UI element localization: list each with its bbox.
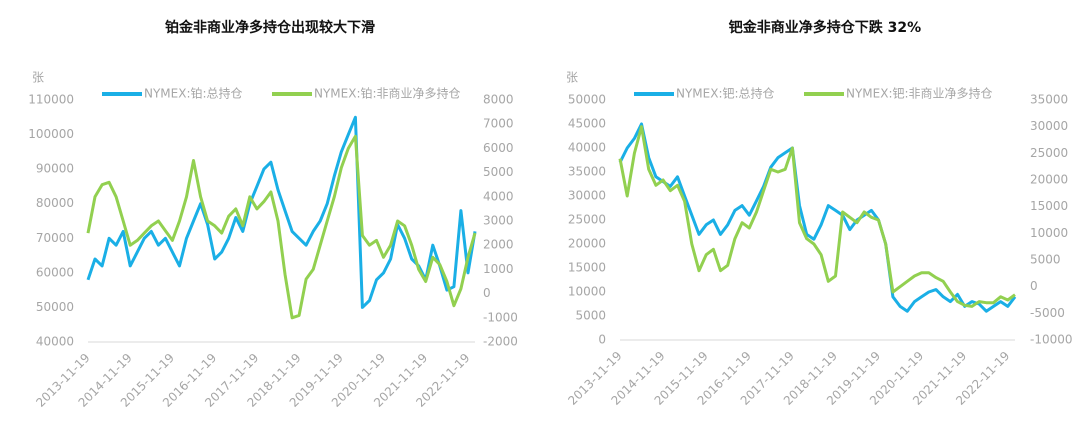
y2-tick-label: 20000 (1030, 173, 1068, 187)
y-tick-label: 20000 (568, 237, 606, 251)
y-tick-label: 15000 (568, 261, 606, 275)
chart-title: 铂金非商业净多持仓出现较大下滑 (165, 19, 375, 36)
y2-tick-label: 0 (483, 286, 491, 300)
y2-tick-label: 30000 (1030, 119, 1068, 133)
y-axis-label: 张 (32, 71, 44, 85)
y-tick-label: 110000 (28, 93, 74, 107)
y-tick-label: 50000 (36, 300, 74, 314)
chart-title: 钯金非商业净多持仓下跌 32% (728, 19, 921, 36)
y-tick-label: 5000 (575, 309, 606, 323)
y-tick-label: 10000 (568, 285, 606, 299)
y-tick-label: 70000 (36, 231, 74, 245)
y-axis-label: 张 (566, 71, 578, 85)
y2-tick-label: 5000 (483, 165, 514, 179)
series-line (86, 115, 477, 309)
y-tick-label: 60000 (36, 265, 74, 279)
y2-tick-label: -1000 (483, 310, 518, 324)
y2-tick-label: 5000 (1030, 253, 1061, 267)
series-line (618, 122, 1017, 313)
y-tick-label: 45000 (568, 117, 606, 131)
y2-tick-label: -10000 (1030, 333, 1073, 347)
y-tick-label: 30000 (568, 189, 606, 203)
y2-tick-label: 10000 (1030, 226, 1068, 240)
y-tick-label: 100000 (28, 127, 74, 141)
y2-tick-label: 25000 (1030, 146, 1068, 160)
legend-label: NYMEX:钯:非商业净多持仓 (846, 86, 993, 101)
y2-tick-label: 15000 (1030, 199, 1068, 213)
y-tick-label: 25000 (568, 213, 606, 227)
y-tick-label: 0 (598, 333, 606, 347)
y2-tick-label: 3000 (483, 214, 514, 228)
legend-label: NYMEX:钯:总持仓 (676, 86, 775, 101)
y-tick-label: 40000 (568, 141, 606, 155)
y2-tick-label: 7000 (483, 117, 514, 131)
y2-tick-label: 1000 (483, 262, 514, 276)
y2-tick-label: 8000 (483, 93, 514, 107)
y-tick-label: 40000 (36, 335, 74, 349)
y2-tick-label: -2000 (483, 335, 518, 349)
legend-label: NYMEX:铂:总持仓 (144, 86, 243, 101)
y2-tick-label: 0 (1030, 279, 1038, 293)
y2-tick-label: 4000 (483, 189, 514, 203)
series-line (618, 125, 1016, 308)
y2-tick-label: 2000 (483, 238, 514, 252)
y-tick-label: 35000 (568, 165, 606, 179)
series-line (86, 134, 477, 320)
legend-label: NYMEX:铂:非商业净多持仓 (314, 86, 461, 101)
y-tick-label: 80000 (36, 196, 74, 210)
y2-tick-label: -5000 (1030, 306, 1065, 320)
y2-tick-label: 35000 (1030, 93, 1068, 107)
y-tick-label: 90000 (36, 162, 74, 176)
y-tick-label: 50000 (568, 93, 606, 107)
y2-tick-label: 6000 (483, 141, 514, 155)
